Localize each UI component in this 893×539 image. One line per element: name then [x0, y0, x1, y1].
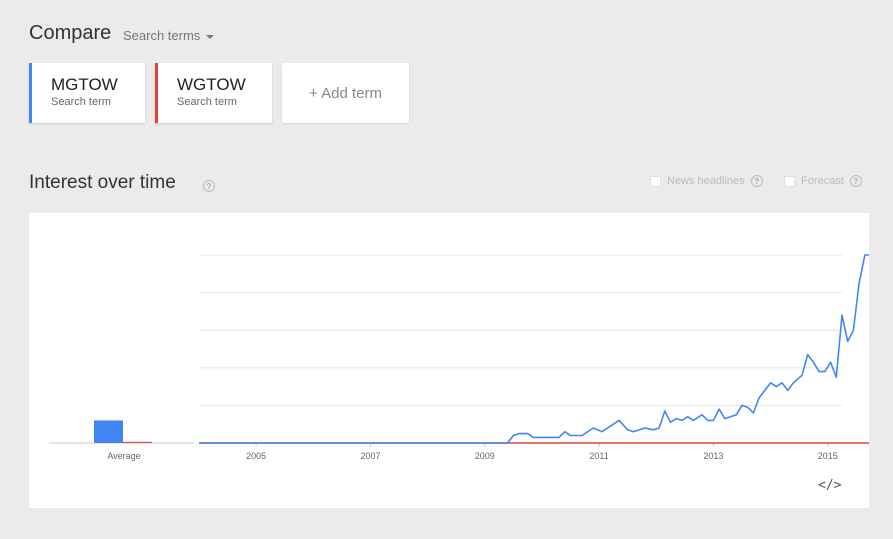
- forecast-option[interactable]: Forecast ?: [784, 175, 862, 187]
- news-headlines-option[interactable]: News headlines ?: [650, 175, 763, 187]
- news-headlines-checkbox[interactable]: [650, 175, 661, 187]
- term-card-mgtow[interactable]: MGTOW Search term: [29, 63, 145, 123]
- forecast-label: Forecast: [801, 175, 844, 187]
- x-tick-label: 2005: [246, 451, 266, 461]
- help-icon[interactable]: ?: [750, 175, 763, 187]
- compare-title: Compare: [29, 22, 112, 44]
- interest-chart: Average 2005 2007 2009 2011 2013 2015: [49, 254, 869, 461]
- term-card-wgtow[interactable]: WGTOW Search term: [155, 63, 272, 123]
- term-name: WGTOW: [177, 75, 246, 94]
- x-tick-label: 2013: [703, 451, 723, 461]
- search-terms-label: Search terms: [123, 28, 201, 43]
- x-tick-label: 2011: [589, 451, 608, 461]
- embed-icon[interactable]: </>: [818, 478, 842, 493]
- average-bar-mgtow: [94, 420, 123, 443]
- forecast-checkbox[interactable]: [784, 175, 795, 187]
- term-name: MGTOW: [51, 75, 118, 94]
- average-label: Average: [107, 451, 140, 461]
- caret-down-icon: [206, 34, 215, 39]
- x-tick-label: 2007: [360, 451, 380, 461]
- term-sub: Search term: [177, 96, 237, 108]
- chart-panel: Average 2005 2007 2009 2011 2013 2015 </>: [29, 213, 869, 508]
- x-tick-label: 2015: [818, 451, 838, 461]
- help-icon[interactable]: ?: [849, 175, 862, 187]
- help-icon[interactable]: ?: [203, 180, 215, 192]
- add-term-button[interactable]: + Add term: [282, 63, 409, 123]
- interest-over-time-title: Interest over time: [29, 172, 176, 193]
- average-bar-wgtow: [123, 441, 152, 443]
- search-terms-dropdown[interactable]: Search terms: [123, 28, 215, 43]
- series-line-mgtow: [199, 254, 869, 444]
- x-tick-label: 2009: [475, 451, 495, 461]
- term-sub: Search term: [51, 96, 111, 108]
- news-headlines-label: News headlines: [667, 175, 745, 187]
